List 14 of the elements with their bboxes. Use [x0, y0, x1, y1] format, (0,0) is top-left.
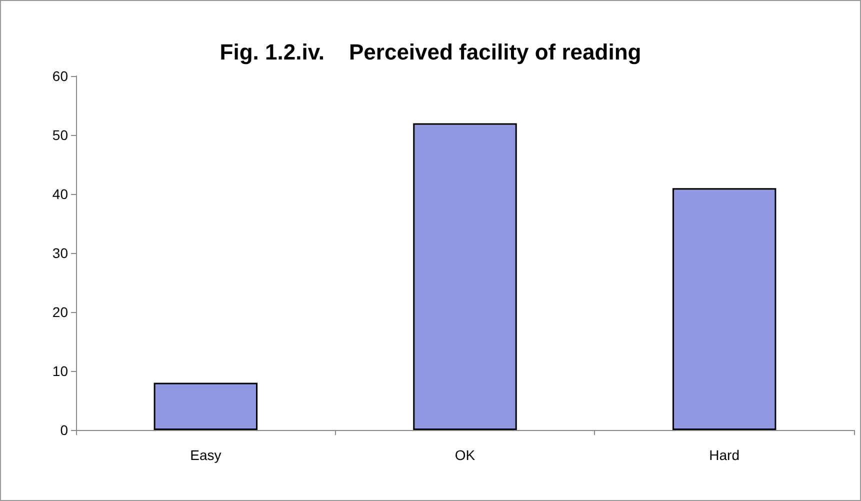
y-tick-label: 50 [52, 127, 68, 143]
y-tick-label: 0 [60, 422, 68, 438]
x-tick-label: OK [454, 447, 476, 463]
y-tick-label: 20 [52, 304, 68, 320]
y-tick-label: 60 [52, 68, 68, 84]
x-tick-label: Hard [709, 447, 740, 463]
bar [154, 382, 258, 430]
y-tick-label: 30 [52, 245, 68, 261]
bar [413, 123, 517, 430]
y-tick-label: 10 [52, 363, 68, 379]
bar [672, 188, 776, 430]
x-tick-label: Easy [190, 447, 222, 463]
chart-title: Fig. 1.2.iv. Perceived facility of reading [220, 40, 642, 64]
y-tick-label: 40 [52, 186, 68, 202]
